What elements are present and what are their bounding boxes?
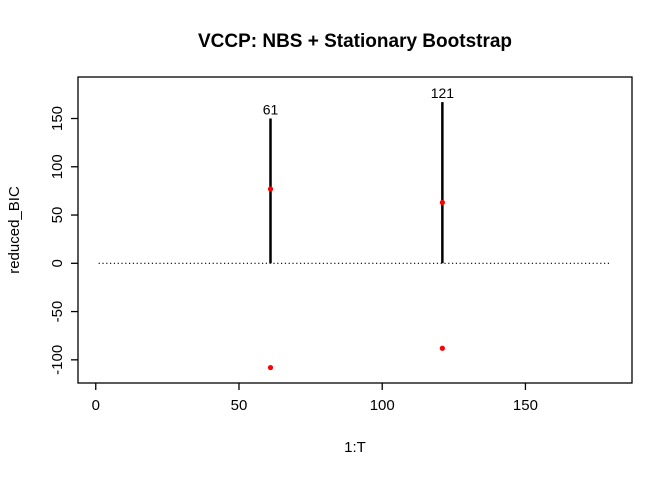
changepoint-label: 121 (431, 85, 455, 101)
y-tick-label: 50 (49, 207, 66, 224)
bic-point (267, 186, 274, 192)
x-axis-label: 1:T (344, 439, 366, 456)
changepoint-label: 61 (263, 102, 279, 118)
bic-point (439, 199, 445, 206)
plot-box (77, 76, 633, 384)
chart-title: VCCP: NBS + Stationary Bootstrap (198, 31, 512, 52)
y-tick-label: 100 (49, 154, 66, 179)
reduced-bic-point (267, 364, 274, 371)
y-tick-label: 0 (49, 259, 66, 267)
y-tick-label: -100 (49, 345, 66, 375)
x-tick-label: 100 (370, 397, 395, 414)
x-tick-label: 150 (513, 397, 538, 414)
y-tick-label: 150 (49, 106, 66, 131)
y-axis-label: reduced_BIC (6, 186, 23, 274)
reduced-bic-point (439, 345, 445, 351)
x-tick-label: 0 (92, 397, 100, 414)
x-tick-label: 50 (231, 397, 248, 414)
y-tick-label: -50 (49, 301, 66, 323)
plot-layer: 0 50 100 150 -100 -50 0 50 100 150 61 121 (49, 76, 633, 414)
